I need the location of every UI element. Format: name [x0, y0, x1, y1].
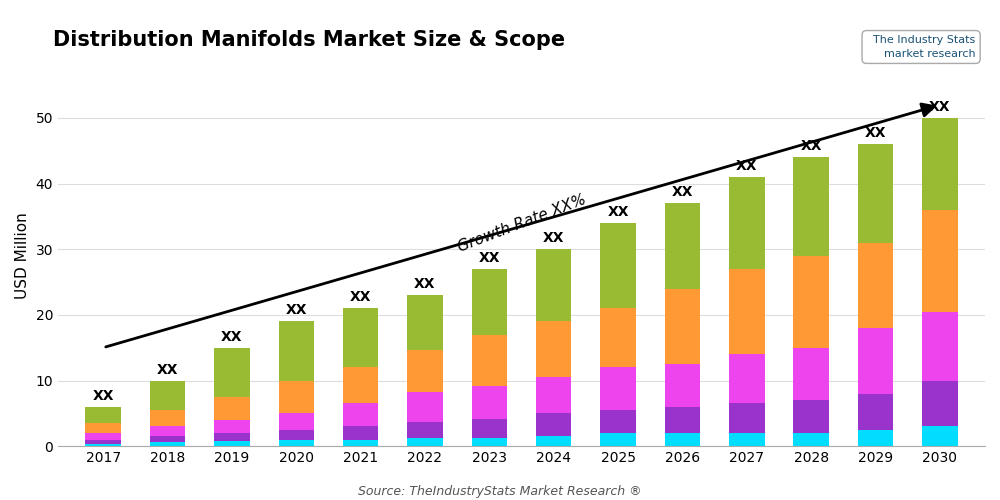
- Bar: [85, 440, 121, 444]
- Bar: [150, 426, 185, 436]
- Text: The Industry Stats
  market research: The Industry Stats market research: [866, 35, 976, 59]
- Bar: [279, 430, 314, 440]
- Bar: [858, 430, 893, 446]
- Bar: [858, 144, 893, 242]
- Bar: [536, 436, 571, 446]
- Bar: [214, 397, 250, 420]
- Bar: [214, 420, 250, 433]
- Bar: [472, 438, 507, 446]
- Y-axis label: USD Million: USD Million: [15, 212, 30, 299]
- Bar: [922, 210, 958, 312]
- Bar: [407, 392, 443, 422]
- Bar: [150, 436, 185, 442]
- Bar: [793, 158, 829, 256]
- Text: Growth Rate XX%: Growth Rate XX%: [455, 192, 588, 254]
- Bar: [536, 377, 571, 414]
- Bar: [793, 433, 829, 446]
- Bar: [85, 433, 121, 440]
- Bar: [858, 328, 893, 394]
- Bar: [600, 368, 636, 410]
- Bar: [150, 410, 185, 426]
- Bar: [858, 242, 893, 328]
- Bar: [600, 433, 636, 446]
- Bar: [536, 414, 571, 436]
- Bar: [343, 440, 378, 446]
- Bar: [665, 288, 700, 364]
- Text: XX: XX: [736, 159, 758, 173]
- Bar: [922, 380, 958, 426]
- Text: XX: XX: [800, 140, 822, 153]
- Bar: [85, 444, 121, 446]
- Bar: [665, 433, 700, 446]
- Text: Distribution Manifolds Market Size & Scope: Distribution Manifolds Market Size & Sco…: [53, 30, 566, 50]
- Text: XX: XX: [414, 277, 436, 291]
- Bar: [472, 334, 507, 386]
- Bar: [600, 223, 636, 308]
- Text: XX: XX: [865, 126, 886, 140]
- Bar: [922, 312, 958, 380]
- Bar: [729, 404, 765, 433]
- Bar: [729, 177, 765, 269]
- Bar: [214, 441, 250, 446]
- Bar: [922, 118, 958, 210]
- Bar: [665, 407, 700, 433]
- Bar: [343, 308, 378, 368]
- Bar: [85, 407, 121, 423]
- Bar: [407, 438, 443, 446]
- Bar: [600, 308, 636, 368]
- Bar: [922, 426, 958, 446]
- Bar: [472, 386, 507, 418]
- Text: XX: XX: [929, 100, 951, 114]
- Bar: [472, 418, 507, 438]
- Text: XX: XX: [221, 330, 243, 344]
- Bar: [793, 256, 829, 348]
- Bar: [279, 322, 314, 380]
- Text: XX: XX: [157, 362, 178, 376]
- Bar: [85, 423, 121, 433]
- Bar: [729, 354, 765, 404]
- Bar: [472, 269, 507, 334]
- Bar: [279, 414, 314, 430]
- Text: XX: XX: [479, 251, 500, 265]
- Bar: [793, 348, 829, 400]
- Text: XX: XX: [672, 186, 693, 200]
- Bar: [150, 380, 185, 410]
- Bar: [729, 269, 765, 354]
- Bar: [729, 433, 765, 446]
- Bar: [214, 348, 250, 397]
- Bar: [793, 400, 829, 433]
- Bar: [665, 204, 700, 288]
- Bar: [214, 433, 250, 441]
- Bar: [343, 404, 378, 426]
- Bar: [343, 368, 378, 404]
- Text: XX: XX: [285, 304, 307, 318]
- Bar: [279, 380, 314, 414]
- Bar: [858, 394, 893, 430]
- Text: XX: XX: [607, 205, 629, 219]
- Text: XX: XX: [543, 232, 564, 245]
- Bar: [407, 350, 443, 393]
- Bar: [665, 364, 700, 407]
- Text: XX: XX: [92, 389, 114, 403]
- Bar: [407, 295, 443, 350]
- Bar: [279, 440, 314, 446]
- Bar: [536, 249, 571, 322]
- Bar: [343, 426, 378, 440]
- Text: Source: TheIndustryStats Market Research ®: Source: TheIndustryStats Market Research…: [358, 485, 642, 498]
- Bar: [407, 422, 443, 438]
- Bar: [600, 410, 636, 433]
- Text: XX: XX: [350, 290, 371, 304]
- Bar: [536, 322, 571, 377]
- Bar: [150, 442, 185, 446]
